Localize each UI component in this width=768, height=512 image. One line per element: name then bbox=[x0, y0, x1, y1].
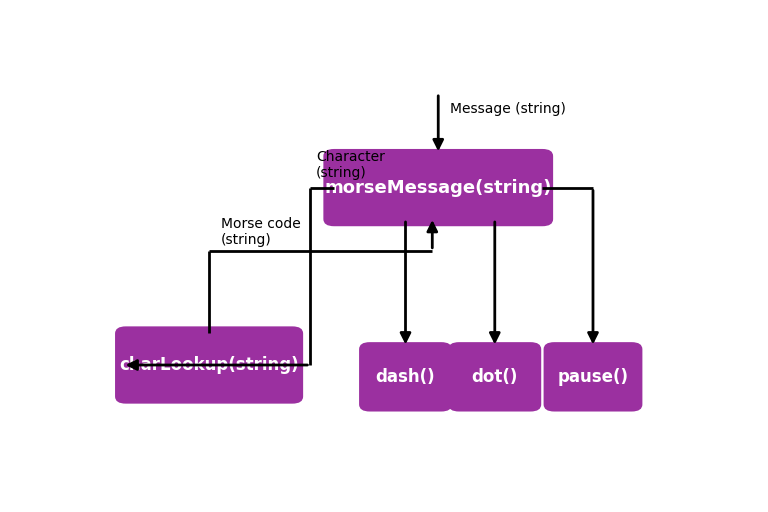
Text: charLookup(string): charLookup(string) bbox=[119, 356, 299, 374]
FancyBboxPatch shape bbox=[323, 149, 553, 226]
FancyBboxPatch shape bbox=[544, 342, 642, 412]
Text: pause(): pause() bbox=[558, 368, 628, 386]
Text: morseMessage(string): morseMessage(string) bbox=[325, 179, 552, 197]
Text: Morse code
(string): Morse code (string) bbox=[221, 217, 301, 247]
FancyBboxPatch shape bbox=[359, 342, 452, 412]
Text: dot(): dot() bbox=[472, 368, 518, 386]
Text: Message (string): Message (string) bbox=[450, 102, 566, 116]
Text: Character
(string): Character (string) bbox=[316, 150, 385, 180]
FancyBboxPatch shape bbox=[115, 326, 303, 403]
Text: dash(): dash() bbox=[376, 368, 435, 386]
FancyBboxPatch shape bbox=[449, 342, 541, 412]
